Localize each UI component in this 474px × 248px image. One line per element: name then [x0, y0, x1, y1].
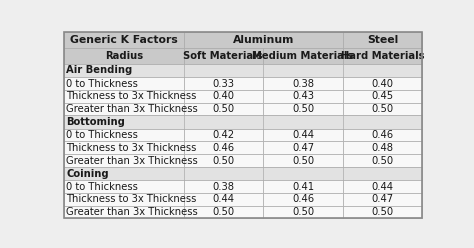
Text: 0.47: 0.47	[372, 194, 394, 204]
Text: 0.47: 0.47	[292, 143, 314, 153]
Bar	[343, 77, 422, 90]
Text: 0.46: 0.46	[212, 143, 234, 153]
Bar	[263, 103, 343, 115]
Text: 0.50: 0.50	[212, 104, 234, 114]
Text: Bottoming: Bottoming	[66, 117, 125, 127]
Text: Coining: Coining	[66, 169, 109, 179]
Text: Thickness to 3x Thickness: Thickness to 3x Thickness	[66, 91, 197, 101]
Bar	[64, 154, 184, 167]
Text: 0.38: 0.38	[212, 182, 234, 192]
Bar	[184, 206, 263, 218]
Bar	[263, 193, 343, 206]
Text: Radius: Radius	[105, 51, 143, 61]
Text: 0 to Thickness: 0 to Thickness	[66, 130, 138, 140]
Bar	[184, 180, 263, 193]
Text: 0.40: 0.40	[212, 91, 234, 101]
Bar	[263, 129, 343, 141]
Bar	[263, 206, 343, 218]
Text: 0.50: 0.50	[292, 155, 314, 165]
Bar	[343, 180, 422, 193]
Bar	[184, 129, 263, 141]
Bar	[184, 141, 263, 154]
Bar	[184, 193, 263, 206]
Bar	[64, 77, 184, 90]
Bar	[343, 141, 422, 154]
Text: 0.41: 0.41	[292, 182, 314, 192]
Text: 0.48: 0.48	[372, 143, 394, 153]
Text: Thickness to 3x Thickness: Thickness to 3x Thickness	[66, 194, 197, 204]
Text: 0.50: 0.50	[372, 207, 394, 217]
Bar	[263, 48, 343, 64]
Bar	[184, 77, 263, 90]
Text: 0.38: 0.38	[292, 79, 314, 89]
Text: Greater than 3x Thickness: Greater than 3x Thickness	[66, 207, 198, 217]
Bar	[343, 103, 422, 115]
Bar	[263, 180, 343, 193]
Text: 0.50: 0.50	[212, 155, 234, 165]
Text: 0 to Thickness: 0 to Thickness	[66, 79, 138, 89]
Text: Greater than 3x Thickness: Greater than 3x Thickness	[66, 155, 198, 165]
Bar	[64, 193, 184, 206]
Bar	[184, 48, 263, 64]
Bar	[64, 48, 184, 64]
Text: 0.45: 0.45	[372, 91, 394, 101]
Bar	[64, 64, 422, 77]
Bar	[64, 206, 184, 218]
Text: Generic K Factors: Generic K Factors	[70, 35, 178, 45]
Text: Soft Materials: Soft Materials	[183, 51, 263, 61]
Text: 0.50: 0.50	[212, 207, 234, 217]
Text: 0.33: 0.33	[212, 79, 234, 89]
Text: Steel: Steel	[367, 35, 398, 45]
Bar	[263, 141, 343, 154]
Bar	[64, 141, 184, 154]
Bar	[64, 129, 184, 141]
Text: 0 to Thickness: 0 to Thickness	[66, 182, 138, 192]
Bar	[64, 180, 184, 193]
Bar	[64, 90, 184, 103]
Bar	[263, 77, 343, 90]
Bar	[343, 32, 422, 48]
Bar	[343, 193, 422, 206]
Text: Medium Materials: Medium Materials	[252, 51, 354, 61]
Text: 0.46: 0.46	[372, 130, 394, 140]
Bar	[343, 90, 422, 103]
Text: 0.44: 0.44	[292, 130, 314, 140]
Text: Greater than 3x Thickness: Greater than 3x Thickness	[66, 104, 198, 114]
Bar	[343, 154, 422, 167]
Text: 0.44: 0.44	[212, 194, 234, 204]
Text: 0.46: 0.46	[292, 194, 314, 204]
Bar	[64, 167, 422, 180]
Text: 0.44: 0.44	[372, 182, 394, 192]
Text: Air Bending: Air Bending	[66, 65, 132, 75]
Text: 0.50: 0.50	[292, 104, 314, 114]
Bar	[263, 154, 343, 167]
Bar	[343, 48, 422, 64]
Bar	[184, 103, 263, 115]
Text: 0.40: 0.40	[372, 79, 394, 89]
Bar	[184, 90, 263, 103]
Bar	[343, 129, 422, 141]
Text: 0.43: 0.43	[292, 91, 314, 101]
Bar	[64, 32, 184, 48]
Text: Hard Materials: Hard Materials	[341, 51, 425, 61]
Text: 0.50: 0.50	[372, 104, 394, 114]
Text: 0.42: 0.42	[212, 130, 234, 140]
Bar	[184, 32, 343, 48]
Bar	[263, 90, 343, 103]
Bar	[343, 206, 422, 218]
Text: 0.50: 0.50	[292, 207, 314, 217]
Text: Aluminum: Aluminum	[233, 35, 294, 45]
Text: 0.50: 0.50	[372, 155, 394, 165]
Text: Thickness to 3x Thickness: Thickness to 3x Thickness	[66, 143, 197, 153]
Bar	[184, 154, 263, 167]
Bar	[64, 103, 184, 115]
Bar	[64, 115, 422, 129]
